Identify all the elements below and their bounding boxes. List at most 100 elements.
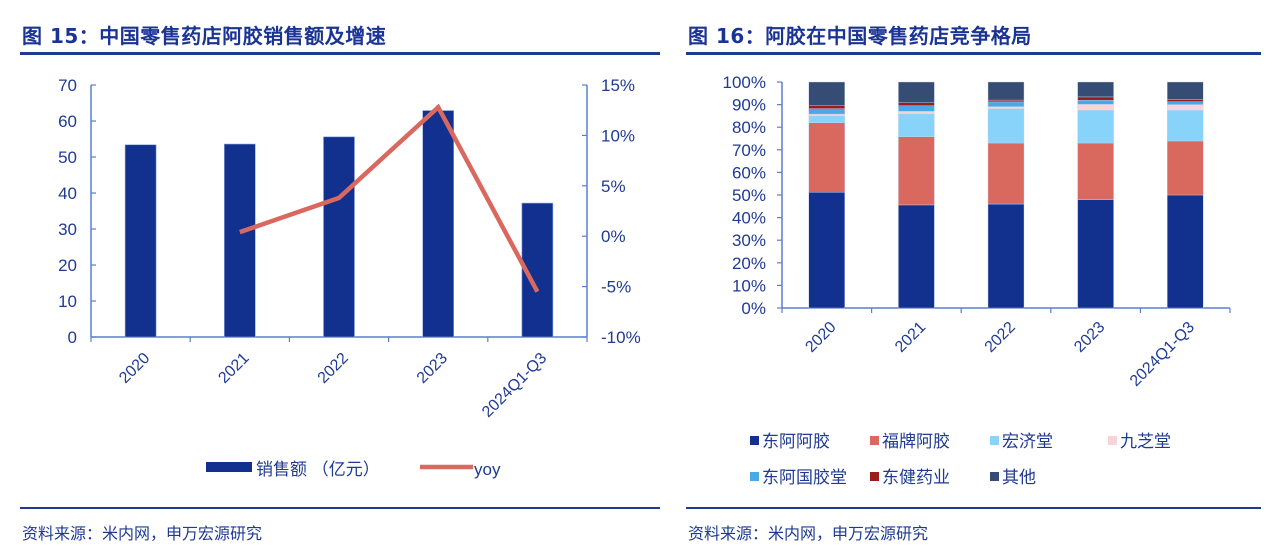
legend-swatch-其他 bbox=[990, 472, 999, 481]
x-tick-label: 2023 bbox=[414, 350, 451, 387]
y-left-tick-label: 0 bbox=[68, 328, 77, 347]
legend-label-sales: 销售额 （亿元） bbox=[256, 460, 380, 479]
x-tick-label: 2020 bbox=[116, 350, 153, 387]
segment-九芝堂-2020 bbox=[808, 113, 846, 117]
y-right-tick-label: 0% bbox=[601, 227, 626, 246]
segment-福牌阿胶-2020 bbox=[808, 122, 846, 193]
legend-label: 福牌阿胶 bbox=[882, 432, 950, 451]
segment-东健药业-2024Q1-Q3 bbox=[1167, 99, 1204, 102]
legend-swatch-东阿阿胶 bbox=[750, 436, 759, 445]
legend-swatch-sales bbox=[206, 462, 252, 472]
yoy-line bbox=[239, 103, 540, 293]
figure-16-title: 图 16：阿胶在中国零售药店竞争格局 bbox=[688, 24, 1032, 48]
segment-东阿阿胶-2023 bbox=[1077, 199, 1114, 309]
y-left-tick-label: 40 bbox=[58, 184, 77, 203]
source-note: 资料来源：米内网，申万宏源研究 bbox=[688, 524, 929, 543]
stacked-bars bbox=[808, 81, 1204, 309]
source-note: 资料来源：米内网，申万宏源研究 bbox=[22, 524, 263, 543]
y-tick-label: 30% bbox=[732, 231, 766, 250]
segment-宏济堂-2024Q1-Q3 bbox=[1167, 110, 1204, 142]
legend-label-yoy: yoy bbox=[474, 460, 501, 479]
x-tick-label: 2024Q1-Q3 bbox=[1127, 319, 1198, 390]
segment-其他-2023 bbox=[1077, 81, 1114, 98]
segment-福牌阿胶-2023 bbox=[1077, 142, 1114, 200]
segment-东健药业-2022 bbox=[987, 99, 1025, 103]
figure-16-panel: 图 16：阿胶在中国零售药店竞争格局 100% 90% 80% 70% 60% 50% 40… bbox=[680, 0, 1269, 557]
share-chart: 100% 90% 80% 70% 60% 50% 40% 30% 20% 10% 0% 2020 202… bbox=[723, 73, 1231, 487]
segment-东阿阿胶-2022 bbox=[987, 203, 1025, 309]
tick-labels: 100% 90% 80% 70% 60% 50% 40% 30% 20% 10% 0% 2020 202… bbox=[723, 73, 1199, 390]
y-right-tick-label: 15% bbox=[601, 76, 635, 95]
segment-福牌阿胶-2022 bbox=[987, 142, 1025, 205]
segment-东健药业-2020 bbox=[808, 105, 846, 109]
bar-2022 bbox=[323, 136, 355, 338]
x-tick-label: 2021 bbox=[892, 319, 929, 356]
segment-东健药业-2023 bbox=[1077, 96, 1114, 101]
y-right-tick-label: -10% bbox=[601, 328, 641, 347]
legend: 销售额 （亿元） yoy bbox=[206, 460, 501, 479]
legend-swatch-九芝堂 bbox=[1108, 436, 1117, 445]
y-tick-label: 80% bbox=[732, 118, 766, 137]
x-tick-label: 2022 bbox=[982, 319, 1019, 356]
y-left-tick-label: 70 bbox=[58, 76, 77, 95]
segment-其他-2024Q1-Q3 bbox=[1167, 81, 1204, 100]
segment-东阿国胶堂-2021 bbox=[898, 105, 935, 112]
y-tick-label: 0% bbox=[741, 299, 766, 318]
segment-宏济堂-2020 bbox=[808, 115, 846, 123]
bar-2023 bbox=[422, 110, 455, 338]
y-left-tick-label: 50 bbox=[58, 148, 77, 167]
legend-swatch-东阿国胶堂 bbox=[750, 472, 759, 481]
segment-其他-2021 bbox=[898, 81, 935, 103]
y-tick-label: 100% bbox=[723, 73, 766, 92]
y-left-tick-label: 10 bbox=[58, 292, 77, 311]
legend-label: 东健药业 bbox=[882, 468, 950, 487]
y-tick-label: 70% bbox=[732, 141, 766, 160]
y-tick-label: 60% bbox=[732, 163, 766, 182]
segment-宏济堂-2022 bbox=[987, 108, 1025, 144]
segment-东阿国胶堂-2020 bbox=[808, 108, 846, 115]
segment-宏济堂-2023 bbox=[1077, 110, 1114, 144]
y-right-tick-label: 5% bbox=[601, 177, 626, 196]
sales-chart: 70 60 50 40 30 20 10 0 15% 10% 5% 0% -5% -10% 2020 2021… bbox=[58, 76, 641, 479]
bar-2020 bbox=[124, 144, 157, 338]
legend-label: 宏济堂 bbox=[1002, 432, 1053, 451]
segment-东阿国胶堂-2024Q1-Q3 bbox=[1167, 101, 1204, 105]
bar-series bbox=[124, 110, 554, 338]
segment-东阿阿胶-2024Q1-Q3 bbox=[1167, 194, 1204, 309]
figure-15-title: 图 15：中国零售药店阿胶销售额及增速 bbox=[22, 24, 387, 48]
x-tick-label: 2023 bbox=[1071, 319, 1108, 356]
segment-福牌阿胶-2024Q1-Q3 bbox=[1167, 140, 1204, 196]
y-tick-label: 50% bbox=[732, 186, 766, 205]
segment-九芝堂-2021 bbox=[898, 111, 935, 115]
y-left-tick-label: 30 bbox=[58, 220, 77, 239]
segment-东阿国胶堂-2022 bbox=[987, 101, 1025, 107]
y-left-tick-label: 60 bbox=[58, 112, 77, 131]
x-tick-label: 2022 bbox=[315, 350, 352, 387]
legend-swatch-宏济堂 bbox=[990, 436, 999, 445]
y-left-tick-label: 20 bbox=[58, 256, 77, 275]
y-tick-label: 90% bbox=[732, 96, 766, 115]
segment-东阿国胶堂-2023 bbox=[1077, 100, 1114, 105]
title-rule bbox=[686, 52, 1261, 55]
segment-福牌阿胶-2021 bbox=[898, 136, 935, 206]
segment-东阿阿胶-2020 bbox=[808, 192, 846, 309]
legend-label: 其他 bbox=[1002, 468, 1036, 487]
y-tick-label: 10% bbox=[732, 276, 766, 295]
line-series bbox=[239, 103, 540, 293]
segment-九芝堂-2024Q1-Q3 bbox=[1167, 104, 1204, 111]
legend-swatch-福牌阿胶 bbox=[870, 436, 879, 445]
segment-东阿阿胶-2021 bbox=[898, 204, 935, 309]
y-tick-label: 40% bbox=[732, 209, 766, 228]
legend-label: 东阿国胶堂 bbox=[762, 468, 847, 487]
x-tick-label: 2020 bbox=[802, 319, 839, 356]
source-rule bbox=[20, 507, 660, 509]
legend-label: 东阿阿胶 bbox=[762, 432, 830, 451]
title-rule bbox=[20, 52, 660, 55]
segment-其他-2020 bbox=[808, 81, 846, 106]
bar-2021 bbox=[224, 143, 256, 338]
segment-宏济堂-2021 bbox=[898, 113, 935, 137]
y-tick-label: 20% bbox=[732, 254, 766, 273]
segment-东健药业-2021 bbox=[898, 102, 935, 106]
source-rule bbox=[686, 507, 1261, 509]
